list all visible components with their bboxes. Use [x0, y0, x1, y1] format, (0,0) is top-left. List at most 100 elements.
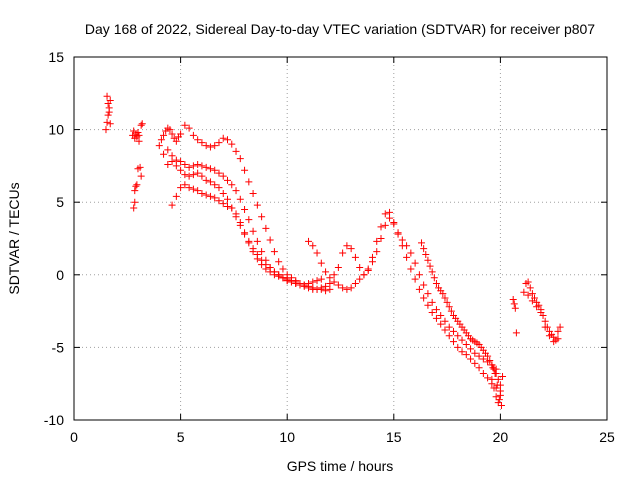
data-point [253, 250, 261, 258]
data-point [172, 137, 180, 145]
data-point [424, 290, 432, 298]
data-point [103, 92, 111, 100]
data-point [556, 323, 564, 331]
data-point [131, 187, 139, 195]
plot-frame [73, 56, 608, 421]
data-point [160, 131, 168, 139]
data-point [445, 303, 453, 311]
data-point [104, 111, 112, 119]
data-point [198, 162, 206, 170]
data-point [411, 259, 419, 267]
data-point [206, 192, 214, 200]
data-point [270, 268, 278, 276]
data-point [258, 248, 266, 256]
data-point [381, 221, 389, 229]
data-point [219, 200, 227, 208]
data-point [343, 285, 351, 293]
data-point [471, 349, 479, 357]
data-point [454, 343, 462, 351]
data-point [228, 140, 236, 148]
data-point [166, 126, 174, 134]
data-point [224, 203, 232, 211]
data-point [437, 311, 445, 319]
data-point [224, 176, 232, 184]
data-point [224, 195, 232, 203]
data-point [490, 384, 498, 392]
data-point [407, 265, 415, 273]
data-point [185, 172, 193, 180]
data-point [104, 99, 112, 107]
data-point [132, 182, 140, 190]
data-point [428, 298, 436, 306]
data-point [475, 364, 483, 372]
data-point [520, 288, 528, 296]
data-points [102, 92, 564, 409]
data-point [266, 264, 274, 272]
data-point [177, 166, 185, 174]
data-point [488, 375, 496, 383]
data-point [283, 277, 291, 285]
data-point [322, 282, 330, 290]
y-tick-label: -5 [52, 339, 65, 355]
data-point [496, 387, 504, 395]
y-tick-label: 5 [56, 194, 64, 210]
data-point [467, 345, 475, 353]
data-point [479, 355, 487, 363]
data-point [437, 320, 445, 328]
data-point [447, 307, 455, 315]
data-point [377, 223, 385, 231]
data-point [347, 284, 355, 292]
data-point [484, 374, 492, 382]
data-point [313, 249, 321, 257]
data-point [528, 290, 536, 298]
data-point [467, 355, 475, 363]
data-point [136, 163, 144, 171]
data-point [484, 352, 492, 360]
data-point [439, 290, 447, 298]
x-tick-label: 0 [70, 429, 78, 445]
data-point [420, 281, 428, 289]
data-point [334, 264, 342, 272]
data-point [177, 130, 185, 138]
y-tick-label: -10 [44, 412, 64, 428]
data-point [512, 329, 520, 337]
data-point [458, 336, 466, 344]
data-point [164, 160, 172, 168]
data-point [168, 201, 176, 209]
data-point [103, 118, 111, 126]
y-tick-label: 0 [56, 267, 64, 283]
data-point [428, 268, 436, 276]
x-tick-label: 15 [386, 429, 402, 445]
data-point [432, 306, 440, 314]
data-point [458, 348, 466, 356]
data-point [415, 271, 423, 279]
data-point [105, 108, 113, 116]
data-point [275, 271, 283, 279]
data-point [164, 146, 172, 154]
data-point [432, 280, 440, 288]
data-point [309, 242, 317, 250]
data-point [317, 284, 325, 292]
data-point [262, 261, 270, 269]
data-point [296, 281, 304, 289]
data-point [305, 284, 313, 292]
data-point [215, 169, 223, 177]
data-point [494, 399, 502, 407]
data-point [492, 393, 500, 401]
data-point [424, 301, 432, 309]
data-point [524, 278, 532, 286]
data-point [420, 294, 428, 302]
data-point [219, 134, 227, 142]
data-point [443, 298, 451, 306]
data-point [509, 295, 517, 303]
data-point [130, 204, 138, 212]
data-point [403, 242, 411, 250]
y-tick-label: 10 [48, 122, 64, 138]
data-point [426, 262, 434, 270]
data-point [236, 195, 244, 203]
data-point [181, 181, 189, 189]
data-point [411, 275, 419, 283]
data-point [462, 351, 470, 359]
data-point [137, 172, 145, 180]
data-point [211, 181, 219, 189]
